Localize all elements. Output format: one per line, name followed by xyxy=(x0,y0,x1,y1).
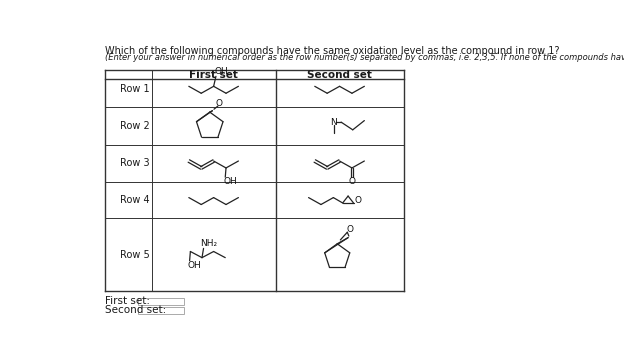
Text: OH: OH xyxy=(187,261,201,270)
Text: First set:: First set: xyxy=(105,296,150,306)
Text: Row 1: Row 1 xyxy=(120,84,149,94)
FancyBboxPatch shape xyxy=(138,298,184,305)
Text: Which of the following compounds have the same oxidation level as the compound i: Which of the following compounds have th… xyxy=(105,45,560,55)
Text: Second set:: Second set: xyxy=(105,305,167,315)
Text: NH₂: NH₂ xyxy=(200,239,218,248)
Text: O: O xyxy=(348,177,356,186)
Text: OH: OH xyxy=(215,67,228,76)
Text: O: O xyxy=(354,196,362,205)
FancyBboxPatch shape xyxy=(138,307,184,314)
Text: Row 2: Row 2 xyxy=(120,121,149,131)
Text: O: O xyxy=(346,225,353,234)
Text: (Enter your answer in numerical order as the row number(s) separated by commas, : (Enter your answer in numerical order as… xyxy=(105,53,624,62)
Text: Row 4: Row 4 xyxy=(120,195,149,205)
Text: N: N xyxy=(330,118,337,127)
Text: Row 3: Row 3 xyxy=(120,158,149,168)
Text: O: O xyxy=(216,99,223,108)
Text: First set: First set xyxy=(189,70,238,80)
Text: Row 5: Row 5 xyxy=(120,249,149,260)
Text: Second set: Second set xyxy=(307,70,372,80)
Text: OH: OH xyxy=(223,177,236,186)
